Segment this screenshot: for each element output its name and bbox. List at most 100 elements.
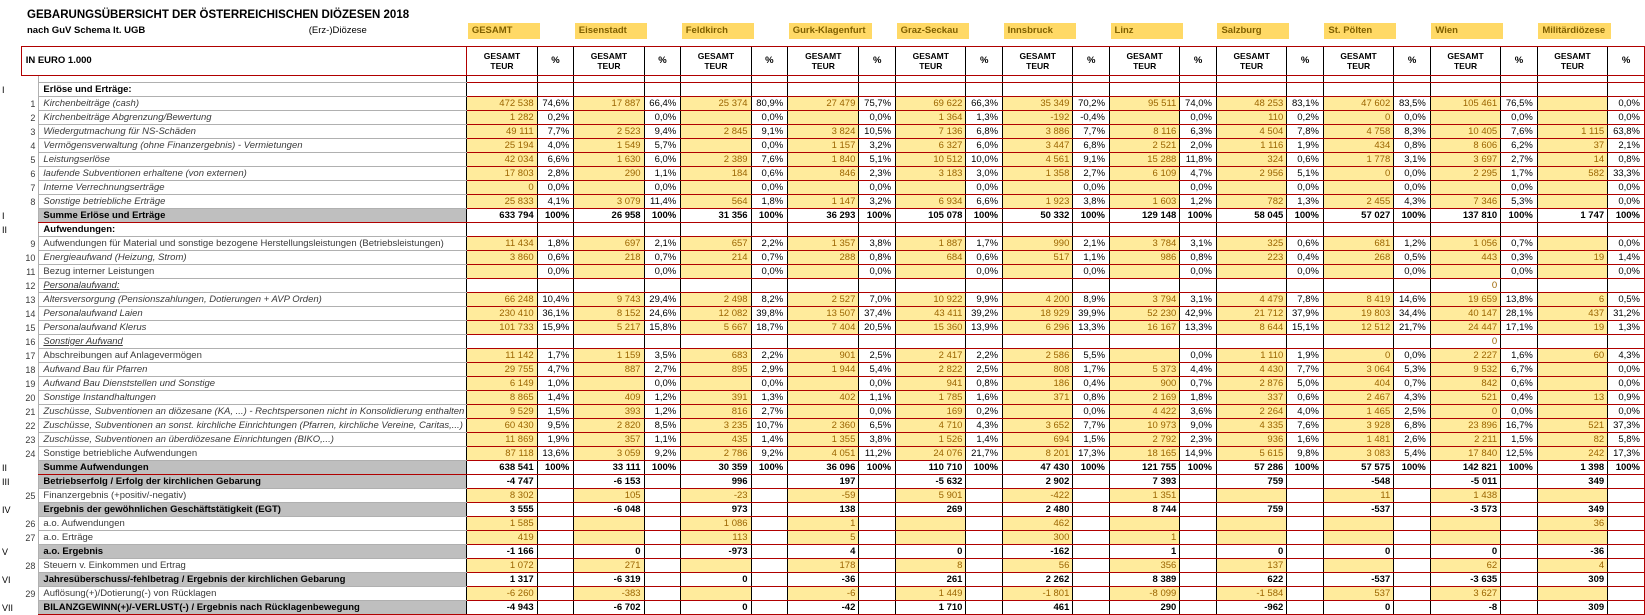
value-cell[interactable]: 4 479: [1215, 292, 1287, 307]
value-cell[interactable]: 57 027: [1322, 208, 1394, 223]
value-cell[interactable]: 2 786: [680, 446, 752, 461]
pct-cell[interactable]: 0,0%: [1607, 404, 1645, 419]
row-label[interactable]: BILANZGEWINN(+)/-VERLUST(-) / Ergebnis n…: [38, 600, 467, 615]
value-cell[interactable]: 18 165: [1109, 446, 1180, 461]
pct-cell[interactable]: 14,6%: [1393, 292, 1431, 307]
value-cell[interactable]: 402: [787, 390, 859, 405]
pct-cell[interactable]: 21,7%: [1393, 320, 1431, 335]
value-cell[interactable]: 1 351: [1109, 488, 1180, 503]
value-cell[interactable]: [1109, 110, 1180, 125]
pct-cell[interactable]: [1607, 334, 1645, 349]
pct-cell[interactable]: 0,0%: [536, 180, 574, 195]
pct-cell[interactable]: 0,2%: [536, 110, 574, 125]
value-cell[interactable]: [1429, 75, 1501, 83]
pct-cell[interactable]: 37,9%: [1286, 306, 1324, 321]
pct-cell[interactable]: [965, 82, 1003, 97]
value-cell[interactable]: 2 360: [787, 418, 859, 433]
pct-cell[interactable]: [750, 558, 788, 573]
pct-cell[interactable]: [1286, 82, 1324, 97]
value-cell[interactable]: [680, 264, 752, 279]
value-cell[interactable]: 33 111: [573, 460, 645, 475]
value-cell[interactable]: 13 507: [787, 306, 859, 321]
value-cell[interactable]: 17 887: [573, 96, 645, 111]
value-cell[interactable]: [895, 82, 966, 97]
row-label[interactable]: Personalaufwand Klerus: [38, 320, 467, 335]
pct-cell[interactable]: 1,4%: [750, 432, 788, 447]
pct-cell[interactable]: 0,0%: [1500, 264, 1538, 279]
value-cell[interactable]: 0: [1322, 544, 1394, 559]
pct-cell[interactable]: 2,6%: [1393, 432, 1431, 447]
pct-cell[interactable]: 0,0%: [750, 264, 788, 279]
pct-cell[interactable]: 100%: [965, 460, 1003, 475]
value-cell[interactable]: 7 404: [787, 320, 859, 335]
value-cell[interactable]: 30 359: [680, 460, 752, 475]
value-cell[interactable]: 683: [680, 348, 752, 363]
pct-cell[interactable]: 6,8%: [965, 124, 1003, 139]
value-cell[interactable]: [573, 264, 645, 279]
pct-cell[interactable]: 1,6%: [965, 390, 1003, 405]
pct-cell[interactable]: 1,1%: [858, 390, 896, 405]
pct-cell[interactable]: [536, 222, 574, 237]
pct-cell[interactable]: [1072, 334, 1110, 349]
pct-cell[interactable]: 80,9%: [750, 96, 788, 111]
row-label[interactable]: Personalaufwand:: [38, 278, 467, 293]
pct-cell[interactable]: 29,4%: [643, 292, 681, 307]
row-label[interactable]: Aufwendungen für Material und sonstige b…: [38, 236, 467, 251]
value-cell[interactable]: 2 586: [1002, 348, 1073, 363]
value-cell[interactable]: 40 147: [1429, 306, 1501, 321]
pct-cell[interactable]: 1,2%: [1393, 236, 1431, 251]
pct-cell[interactable]: 100%: [965, 208, 1003, 223]
value-cell[interactable]: 223: [1215, 250, 1287, 265]
pct-cell[interactable]: 0,0%: [858, 404, 896, 419]
pct-cell[interactable]: [643, 586, 681, 601]
pct-cell[interactable]: 2,3%: [858, 166, 896, 181]
pct-cell[interactable]: [1072, 75, 1110, 83]
pct-cell[interactable]: [536, 488, 574, 503]
value-cell[interactable]: 290: [1109, 600, 1180, 615]
value-cell[interactable]: 7 346: [1429, 194, 1501, 209]
pct-cell[interactable]: [1179, 75, 1217, 83]
value-cell[interactable]: 214: [680, 250, 752, 265]
pct-cell[interactable]: 14,9%: [1179, 446, 1217, 461]
value-cell[interactable]: -973: [680, 544, 752, 559]
value-cell[interactable]: 409: [573, 390, 645, 405]
value-cell[interactable]: 36: [1536, 516, 1608, 531]
value-cell[interactable]: [573, 180, 645, 195]
value-cell[interactable]: 1 110: [1215, 348, 1287, 363]
value-cell[interactable]: 11: [1322, 488, 1394, 503]
pct-cell[interactable]: 100%: [1607, 208, 1645, 223]
pct-cell[interactable]: 17,1%: [1500, 320, 1538, 335]
pct-cell[interactable]: 6,7%: [1500, 362, 1538, 377]
pct-cell[interactable]: 2,7%: [643, 362, 681, 377]
pct-cell[interactable]: [1179, 572, 1217, 587]
pct-cell[interactable]: 1,1%: [643, 432, 681, 447]
row-label[interactable]: laufende Subventionen erhaltene (von ext…: [38, 166, 467, 181]
pct-cell[interactable]: 5,4%: [1393, 446, 1431, 461]
pct-cell[interactable]: 2,2%: [750, 348, 788, 363]
value-cell[interactable]: [466, 334, 538, 349]
value-cell[interactable]: [1536, 530, 1608, 545]
pct-cell[interactable]: [1393, 572, 1431, 587]
pct-cell[interactable]: [1286, 558, 1324, 573]
pct-cell[interactable]: 0,0%: [1393, 348, 1431, 363]
pct-cell[interactable]: [536, 474, 574, 489]
pct-cell[interactable]: 9,1%: [750, 124, 788, 139]
pct-cell[interactable]: [1286, 544, 1324, 559]
pct-cell[interactable]: 6,2%: [1500, 138, 1538, 153]
value-cell[interactable]: 8 644: [1215, 320, 1287, 335]
value-cell[interactable]: 4: [787, 544, 859, 559]
value-cell[interactable]: 2 211: [1429, 432, 1501, 447]
value-cell[interactable]: [573, 110, 645, 125]
pct-cell[interactable]: 3,8%: [858, 432, 896, 447]
value-cell[interactable]: 60: [1536, 348, 1608, 363]
pct-cell[interactable]: 0,3%: [1500, 250, 1538, 265]
pct-cell[interactable]: [965, 75, 1003, 83]
value-cell[interactable]: 1 438: [1429, 488, 1501, 503]
value-cell[interactable]: 1 317: [466, 572, 538, 587]
value-cell[interactable]: -962: [1215, 600, 1287, 615]
pct-cell[interactable]: [1500, 488, 1538, 503]
pct-cell[interactable]: 0,4%: [1286, 250, 1324, 265]
pct-cell[interactable]: [1500, 75, 1538, 83]
pct-cell[interactable]: 5,8%: [1607, 432, 1645, 447]
pct-cell[interactable]: [1500, 516, 1538, 531]
